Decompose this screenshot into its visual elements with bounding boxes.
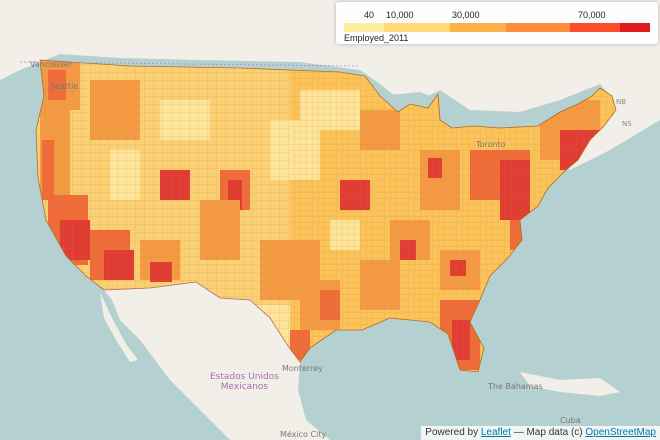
label-mexico: Estados Unidos Mexicanos xyxy=(210,372,279,392)
legend-ticks: 40 10,000 30,000 70,000 xyxy=(336,10,658,22)
legend-tick: 30,000 xyxy=(452,10,480,20)
legend-title: Employed_2011 xyxy=(344,33,409,43)
label-vancouver: Vancouver xyxy=(30,60,73,69)
mexico-border xyxy=(103,281,289,347)
openstreetmap-link[interactable]: OpenStreetMap xyxy=(585,427,656,438)
legend-tick: 10,000 xyxy=(386,10,414,20)
label-mexico-line2: Mexicanos xyxy=(220,382,269,392)
attribution-prefix: Powered by xyxy=(425,427,479,438)
label-bahamas: The Bahamas xyxy=(488,382,543,391)
legend-swatch xyxy=(570,23,620,32)
mexico-land xyxy=(104,282,330,440)
legend-swatch xyxy=(450,23,506,32)
label-monterrey: Monterrey xyxy=(282,364,323,373)
lake-superior xyxy=(380,92,440,108)
attribution-data-text: Map data (c) xyxy=(526,427,583,438)
label-toronto: Toronto xyxy=(476,140,506,149)
legend-tick: 40 xyxy=(364,10,375,20)
map-legend: 40 10,000 30,000 70,000 Employed_2011 xyxy=(336,2,658,44)
legend-tick: 70,000 xyxy=(578,10,606,20)
attribution-separator: — xyxy=(513,427,524,438)
label-seattle: Seattle xyxy=(50,82,79,91)
legend-color-bar xyxy=(344,23,650,32)
cuba-land xyxy=(520,372,620,396)
label-mexico-city: México City xyxy=(280,430,327,439)
label-ns: NS xyxy=(622,120,632,128)
map-attribution: Powered by Leaflet — Map data (c) OpenSt… xyxy=(421,426,660,440)
canada-border xyxy=(19,61,361,67)
leaflet-link[interactable]: Leaflet xyxy=(480,427,511,438)
legend-swatch xyxy=(344,23,384,32)
label-cuba: Cuba xyxy=(560,416,581,425)
legend-swatch xyxy=(384,23,450,32)
legend-swatch xyxy=(506,23,570,32)
label-mexico-line1: Estados Unidos xyxy=(210,372,279,382)
baja-peninsula xyxy=(100,292,138,362)
us-outline xyxy=(35,59,617,373)
label-nb: NB xyxy=(616,98,627,106)
legend-swatch xyxy=(620,23,650,32)
